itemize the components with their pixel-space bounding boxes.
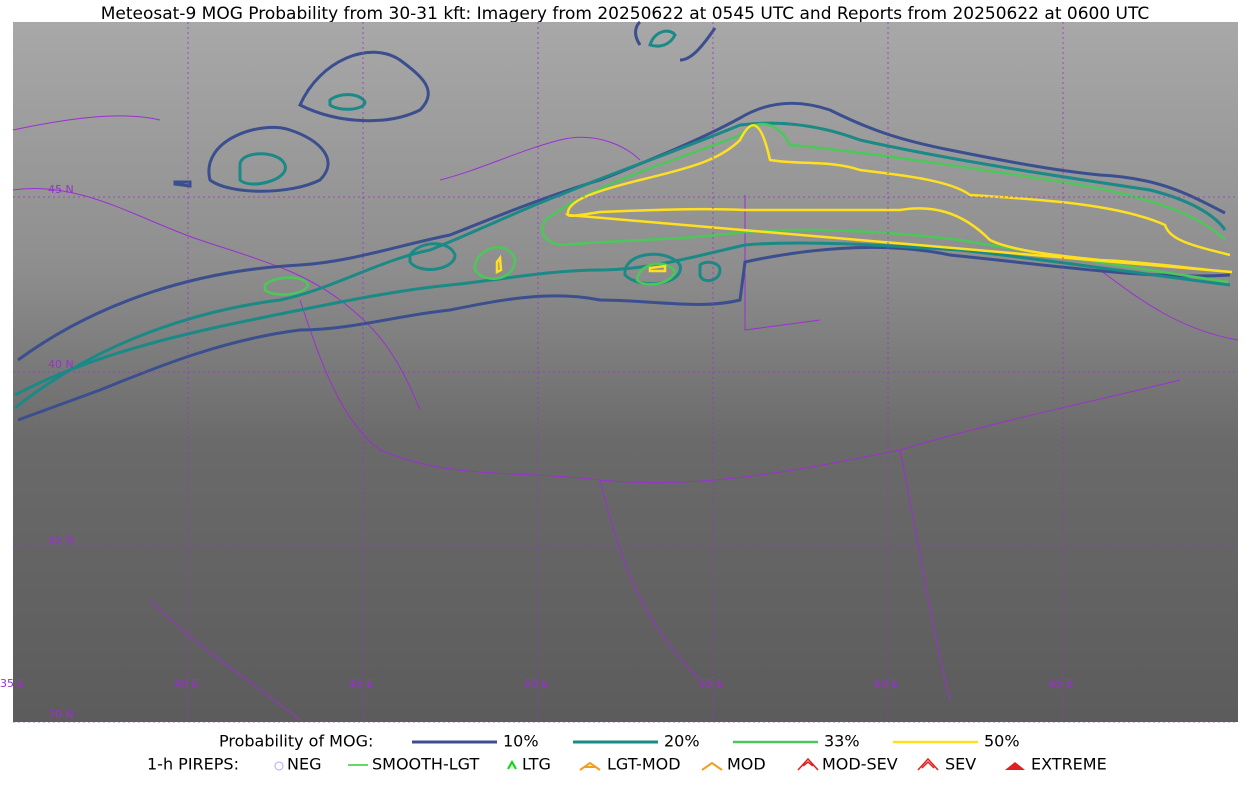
lat-label: 30 N: [48, 708, 74, 721]
legend-label: SEV: [945, 755, 976, 774]
legend-label: 20%: [664, 732, 700, 751]
legend-label: EXTREME: [1031, 755, 1107, 774]
pirep-symbol: [917, 757, 939, 771]
map: 45 N 40 N 35 N 30 N 35 E 40 E 45 E 50 E 55 E 60 E…: [0, 20, 1239, 723]
lat-label: 40 N: [48, 358, 74, 371]
lat-label: 35 N: [48, 533, 74, 546]
contour-33: [263, 123, 1229, 296]
title: Meteosat-9 MOG Probability from 30-31 kf…: [101, 4, 1150, 24]
legend-label: NEG: [287, 755, 321, 774]
contour-10: [17, 101, 1231, 422]
contour-10-cells: [173, 20, 717, 193]
lon-label: 40 E: [174, 677, 198, 690]
legend-label: 10%: [503, 732, 539, 751]
lon-label: 65 E: [1049, 677, 1073, 690]
legend-label: LTG: [522, 755, 551, 774]
legend-title: Probability of MOG:: [219, 732, 373, 751]
lat-lon-grid: 45 N 40 N 35 N 30 N 35 E 40 E 45 E 50 E 55 E 60 E…: [0, 22, 1238, 723]
contour-20-cells: [238, 29, 722, 286]
country-borders: [12, 115, 1239, 721]
lon-label: 35 E: [0, 677, 24, 690]
lon-label: 60 E: [874, 677, 898, 690]
legend-label: MOD: [727, 755, 766, 774]
legend-label: SMOOTH-LGT: [372, 755, 479, 774]
pirep-symbol: [1005, 762, 1025, 770]
legend-label: LGT-MOD: [607, 755, 681, 774]
pirep-symbol: [797, 757, 819, 771]
lon-label: 55 E: [699, 677, 723, 690]
contour-20: [14, 121, 1231, 410]
lat-label: 45 N: [48, 183, 74, 196]
legend-title: 1-h PIREPS:: [147, 755, 239, 774]
lon-label: 45 E: [349, 677, 373, 690]
pirep-symbol: [579, 761, 601, 771]
pirep-symbol: [701, 761, 723, 771]
legend-label: MOD-SEV: [822, 755, 898, 774]
lon-label: 50 E: [524, 677, 548, 690]
legend: Probability of MOG: 1-h PIREPS: 10% 20% 33…: [147, 732, 1107, 774]
contour-50: [495, 124, 1233, 275]
pirep-symbol: [274, 761, 284, 771]
pirep-symbol: [507, 759, 517, 770]
legend-label: 50%: [984, 732, 1020, 751]
legend-label: 33%: [824, 732, 860, 751]
